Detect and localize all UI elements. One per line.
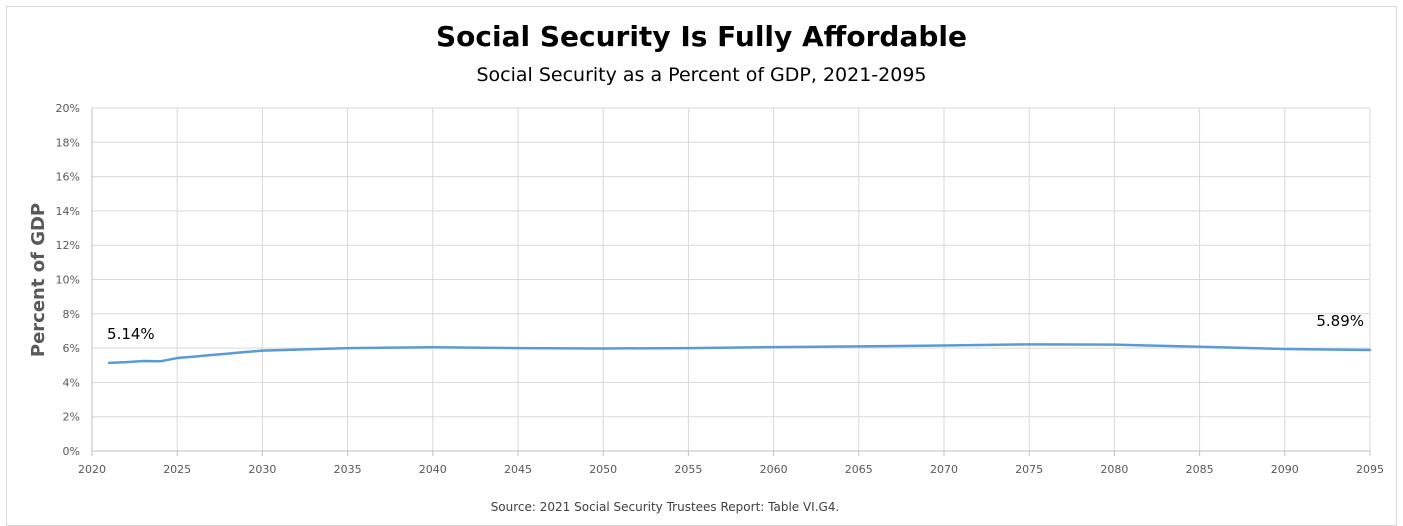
x-tick-label: 2035 [334,463,362,476]
y-tick-label: 16% [56,171,80,184]
x-tick-label: 2020 [78,463,106,476]
chart-subtitle: Social Security as a Percent of GDP, 202… [476,64,927,86]
x-tick-label: 2045 [504,463,532,476]
data-label: 5.89% [1316,312,1364,330]
x-tick-label: 2065 [845,463,873,476]
x-tick-label: 2025 [163,463,191,476]
x-tick-label: 2060 [760,463,788,476]
x-tick-label: 2070 [930,463,958,476]
data-label: 5.14% [107,325,155,343]
x-tick-label: 2030 [248,463,276,476]
y-axis-label: Percent of GDP [28,203,49,357]
y-tick-label: 2% [63,411,80,424]
y-tick-label: 14% [56,205,80,218]
x-tick-label: 2075 [1015,463,1043,476]
y-tick-label: 12% [56,239,80,252]
series-line [107,343,1372,365]
x-tick-label: 2085 [1186,463,1214,476]
y-tick-label: 18% [56,136,80,149]
annotations: 5.14% 5.89% [107,312,1364,343]
y-tick-label: 4% [63,376,80,389]
y-tick-label: 0% [63,445,80,458]
x-tick-label: 2090 [1271,463,1299,476]
tick-labels: 0% 2% 4% 6% 8% 10% 12% 14% 16% 18% 20% 2020 2025 2030… [56,102,1384,476]
chart-source: Source: 2021 Social Security Trustees Re… [490,500,840,514]
y-tick-label: 10% [56,274,80,287]
x-tick-label: 2040 [419,463,447,476]
gridlines [91,107,1371,452]
x-tick-label: 2095 [1356,463,1384,476]
chart-title: Social Security Is Fully Affordable [436,20,967,53]
axes [91,108,1371,456]
x-tick-label: 2050 [589,463,617,476]
x-tick-label: 2055 [674,463,702,476]
plot-area [107,343,1372,365]
x-tick-label: 2080 [1100,463,1128,476]
y-tick-label: 8% [63,308,80,321]
chart-frame [6,6,1397,526]
y-tick-label: 20% [56,102,80,115]
y-tick-label: 6% [63,342,80,355]
